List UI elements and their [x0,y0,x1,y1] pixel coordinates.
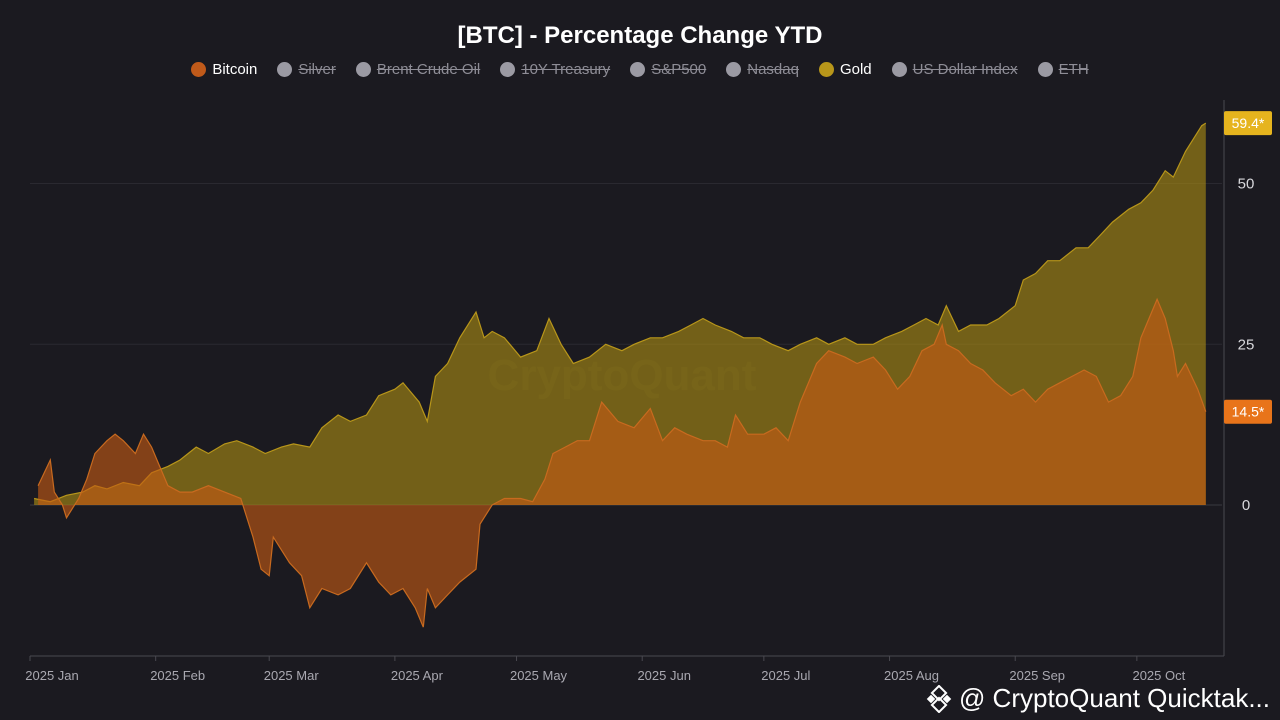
chart-legend: Bitcoin Silver Brent Crude Oil 10Y Treasury… [0,61,1280,78]
x-tick-label: 2025 Sep [1009,668,1065,683]
legend-label: Gold [839,61,872,78]
value-label-bitcoin: 14.5* [1232,404,1265,420]
legend-dot [191,62,207,77]
legend-item-bitcoin[interactable]: Bitcoin [191,61,257,78]
x-tick-label: 2025 Oct [1132,668,1185,683]
legend-dot [1037,62,1053,77]
legend-item-eth[interactable]: ETH [1037,61,1089,78]
value-label-gold: 59.4* [1232,115,1265,131]
chart-title: [BTC] - Percentage Change YTD [457,22,823,49]
x-tick-label: 2025 Aug [884,668,939,683]
series-line-gold [33,122,1207,503]
legend-dot [891,62,907,77]
value-label-bg-bitcoin [1224,399,1272,424]
x-tick-label: 2025 Apr [391,668,444,683]
legend-item-s-p500[interactable]: S&P500 [630,61,706,78]
binance-square-icon [926,684,952,713]
legend-label: US Dollar Index [912,61,1018,78]
legend-dot [277,62,293,77]
attribution-text: @ CryptoQuant Quicktak... [958,683,1270,713]
legend-label: ETH [1058,61,1089,78]
x-tick-label: 2025 Jun [637,668,691,683]
legend-label: 10Y Treasury [521,61,611,78]
y-tick-label: 0 [1242,497,1250,514]
legend-label: Bitcoin [212,61,258,78]
series-area-bitcoin [38,299,1206,628]
series-line-bitcoin [37,297,1207,628]
legend-item-10y-treasury[interactable]: 10Y Treasury [500,61,610,78]
attribution-badge: @ CryptoQuant Quicktak... [925,683,1270,714]
x-tick-label: 2025 Feb [150,668,205,683]
legend-label: Brent Crude Oil [376,61,481,78]
legend-item-nasdaq[interactable]: Nasdaq [726,61,799,78]
legend-dot [818,62,834,77]
legend-label: Nasdaq [747,61,799,78]
legend-dot [630,62,646,77]
x-tick-label: 2025 Mar [264,668,320,683]
legend-item-gold[interactable]: Gold [818,61,872,78]
x-tick-label: 2025 Jan [25,668,79,683]
legend-dot [355,62,371,77]
x-tick-label: 2025 Jul [761,668,810,683]
legend-item-silver[interactable]: Silver [277,61,336,78]
legend-dot [726,62,742,77]
legend-dot [500,62,516,77]
legend-label: S&P500 [651,61,707,78]
legend-item-brent-crude-oil[interactable]: Brent Crude Oil [355,61,481,78]
value-label-bg-gold [1224,111,1272,136]
x-tick-label: 2025 May [510,668,568,683]
legend-item-us-dollar-index[interactable]: US Dollar Index [891,61,1018,78]
y-tick-label: 50 [1238,176,1255,193]
y-tick-label: 25 [1238,336,1255,353]
legend-label: Silver [298,61,336,78]
